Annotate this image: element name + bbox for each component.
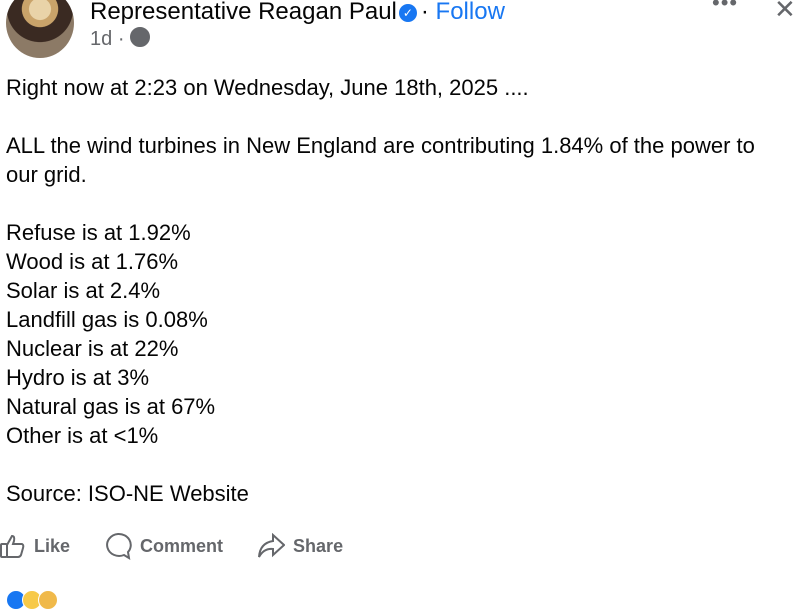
- reaction-summary[interactable]: [6, 590, 58, 610]
- care-reaction-icon: [38, 590, 58, 610]
- blank-line: [6, 450, 786, 479]
- share-button[interactable]: Share: [257, 532, 343, 560]
- post-meta: 1d ·: [90, 27, 151, 51]
- share-icon: [258, 533, 286, 558]
- like-label: Like: [34, 535, 71, 556]
- post-text: Right now at 2:23 on Wednesday, June 18t…: [6, 73, 786, 508]
- post-line: Other is at <1%: [6, 423, 159, 448]
- post-line: ALL the wind turbines in New England are…: [6, 133, 755, 187]
- post-line: Solar is at 2.4%: [6, 278, 161, 303]
- post-line: Wood is at 1.76%: [6, 249, 179, 274]
- comment-icon: [106, 532, 132, 560]
- like-icon: [0, 534, 25, 558]
- separator: ·: [420, 0, 429, 25]
- post-line: Nuclear is at 22%: [6, 336, 179, 361]
- post-line: Hydro is at 3%: [6, 365, 150, 390]
- action-bar: Like Comment Share: [0, 532, 377, 560]
- post-line: Landfill gas is 0.08%: [6, 307, 208, 332]
- more-icon[interactable]: •••: [712, 0, 739, 15]
- author-name[interactable]: Representative Reagan Paul: [90, 0, 397, 25]
- blank-line: [6, 189, 786, 218]
- follow-button[interactable]: Follow: [435, 0, 505, 25]
- blank-line: [6, 102, 786, 131]
- close-icon[interactable]: ✕: [774, 0, 796, 24]
- post-line: Refuse is at 1.92%: [6, 220, 191, 245]
- post-line: Source: ISO-NE Website: [6, 481, 249, 506]
- share-label: Share: [293, 535, 344, 556]
- globe-icon: [130, 27, 151, 47]
- post-header: Representative Reagan Paul ✓ · Follow: [90, 0, 505, 26]
- post-line: Right now at 2:23 on Wednesday, June 18t…: [6, 75, 529, 100]
- comment-button[interactable]: Comment: [104, 532, 223, 560]
- post-line: Natural gas is at 67%: [6, 394, 216, 419]
- comment-label: Comment: [140, 535, 224, 556]
- like-button[interactable]: Like: [0, 532, 70, 560]
- separator: ·: [117, 28, 125, 50]
- author-avatar[interactable]: [6, 0, 74, 58]
- verified-badge-icon: ✓: [398, 3, 417, 22]
- post-age[interactable]: 1d: [90, 28, 113, 50]
